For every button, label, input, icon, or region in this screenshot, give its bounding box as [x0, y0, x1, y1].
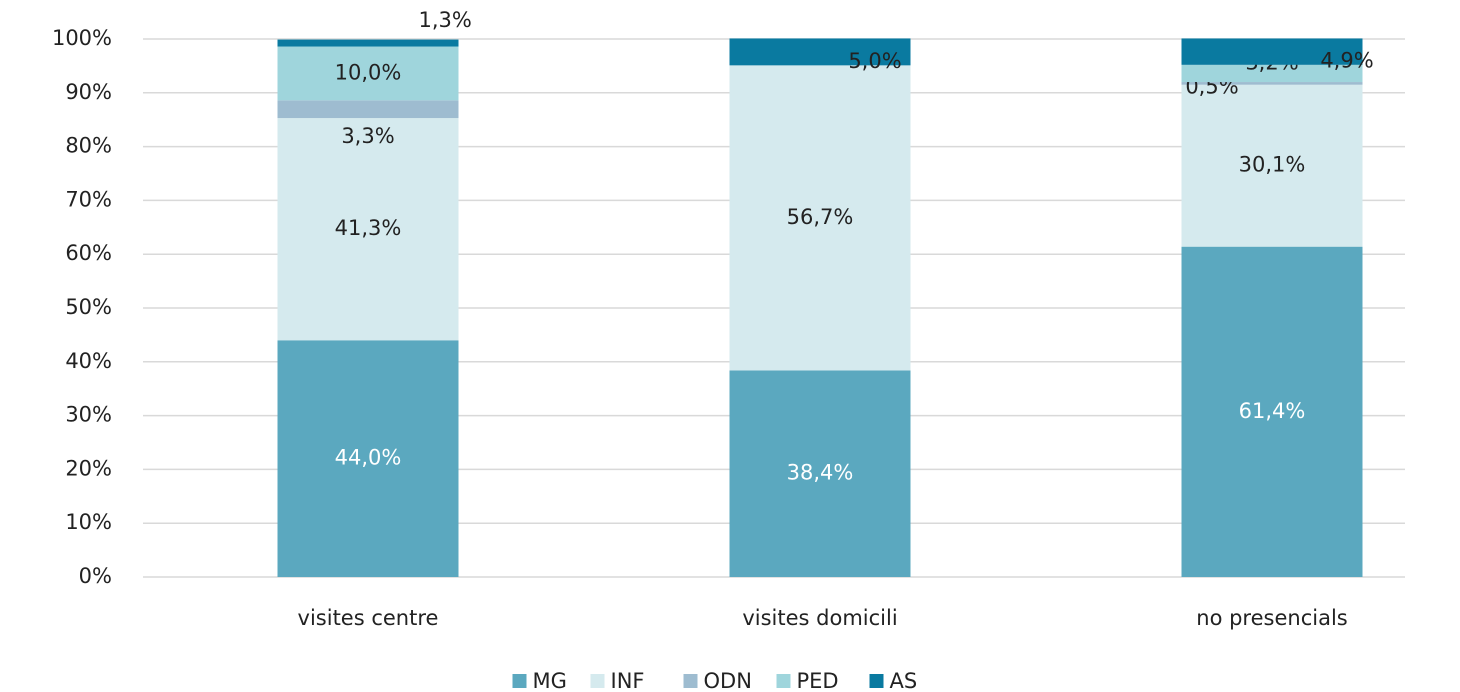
bar-segment — [277, 340, 459, 577]
bar-segment — [729, 65, 911, 371]
data-label: 3,3% — [341, 124, 394, 148]
legend-label: AS — [890, 669, 918, 692]
x-tick-label: visites domicili — [742, 606, 897, 630]
y-tick-label: 90% — [65, 80, 112, 104]
legend-swatch — [869, 674, 884, 688]
data-label: 4,9% — [1320, 49, 1373, 73]
data-label: 56,7% — [787, 205, 854, 229]
bar-segment — [729, 370, 911, 577]
bar-segment — [277, 39, 459, 47]
bar-segment — [277, 100, 459, 119]
y-tick-label: 0% — [79, 564, 112, 588]
legend-label: PED — [797, 669, 839, 692]
bar-segment — [1181, 246, 1363, 577]
y-tick-label: 70% — [65, 187, 112, 211]
data-label: 61,4% — [1239, 399, 1306, 423]
legend-label: ODN — [704, 669, 752, 692]
legend-swatch — [683, 674, 698, 688]
data-label: 10,0% — [335, 60, 402, 84]
y-tick-label: 80% — [65, 134, 112, 158]
x-tick-label: visites centre — [298, 606, 439, 630]
legend-label: INF — [611, 669, 645, 692]
y-tick-label: 100% — [52, 26, 112, 50]
data-label: 38,4% — [787, 461, 854, 485]
data-label: 5,0% — [848, 49, 901, 73]
data-label: 30,1% — [1239, 153, 1306, 177]
y-tick-label: 60% — [65, 241, 112, 265]
bar-segment — [277, 118, 459, 341]
legend-swatch — [776, 674, 791, 688]
bar-segment — [1181, 64, 1363, 83]
data-label: 41,3% — [335, 216, 402, 240]
y-tick-label: 20% — [65, 456, 112, 480]
bar-segment — [1181, 82, 1363, 85]
legend-swatch — [590, 674, 605, 688]
y-tick-label: 30% — [65, 403, 112, 427]
bar-segment — [1181, 84, 1363, 247]
data-label: 1,3% — [419, 8, 472, 32]
y-tick-label: 10% — [65, 510, 112, 534]
y-tick-label: 40% — [65, 349, 112, 373]
y-tick-label: 50% — [65, 295, 112, 319]
bar-segment — [729, 38, 911, 66]
bar-segment — [277, 46, 459, 101]
legend-swatch — [512, 674, 527, 688]
data-label: 44,0% — [335, 446, 402, 470]
bar-segment — [1181, 38, 1363, 65]
legend-label: MG — [533, 669, 567, 692]
x-tick-label: no presencials — [1196, 606, 1347, 630]
